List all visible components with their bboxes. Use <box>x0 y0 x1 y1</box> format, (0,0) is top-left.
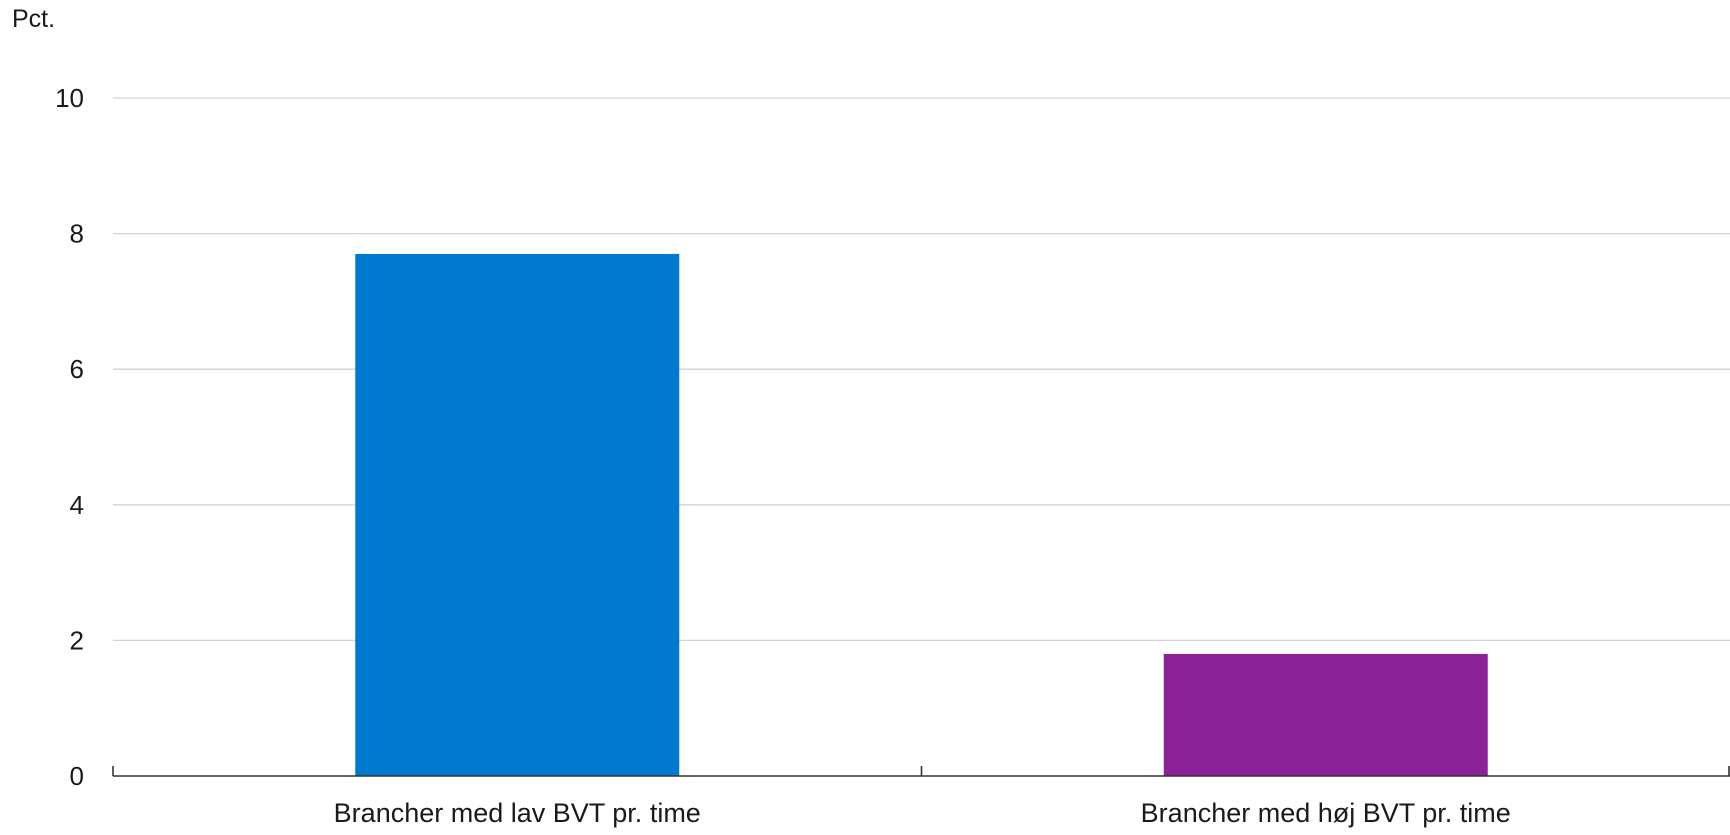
y-tick-label: 8 <box>70 219 84 249</box>
y-tick-label: 10 <box>55 83 84 113</box>
y-axis-label: Pct. <box>12 5 55 33</box>
y-tick-label: 6 <box>70 354 84 384</box>
bar <box>355 253 680 776</box>
y-tick-label: 2 <box>70 625 84 655</box>
bar <box>1163 653 1488 776</box>
x-category-label: Brancher med høj BVT pr. time <box>1141 798 1511 828</box>
y-tick-label: 0 <box>70 761 84 791</box>
bars <box>355 253 1488 776</box>
y-tick-label: 4 <box>70 490 84 520</box>
x-axis <box>112 766 1730 777</box>
x-axis-categories: Brancher med lav BVT pr. time Brancher me… <box>334 798 1511 828</box>
x-category-label: Brancher med lav BVT pr. time <box>334 798 701 828</box>
y-axis-ticks: 0 2 4 6 8 10 <box>55 83 84 791</box>
